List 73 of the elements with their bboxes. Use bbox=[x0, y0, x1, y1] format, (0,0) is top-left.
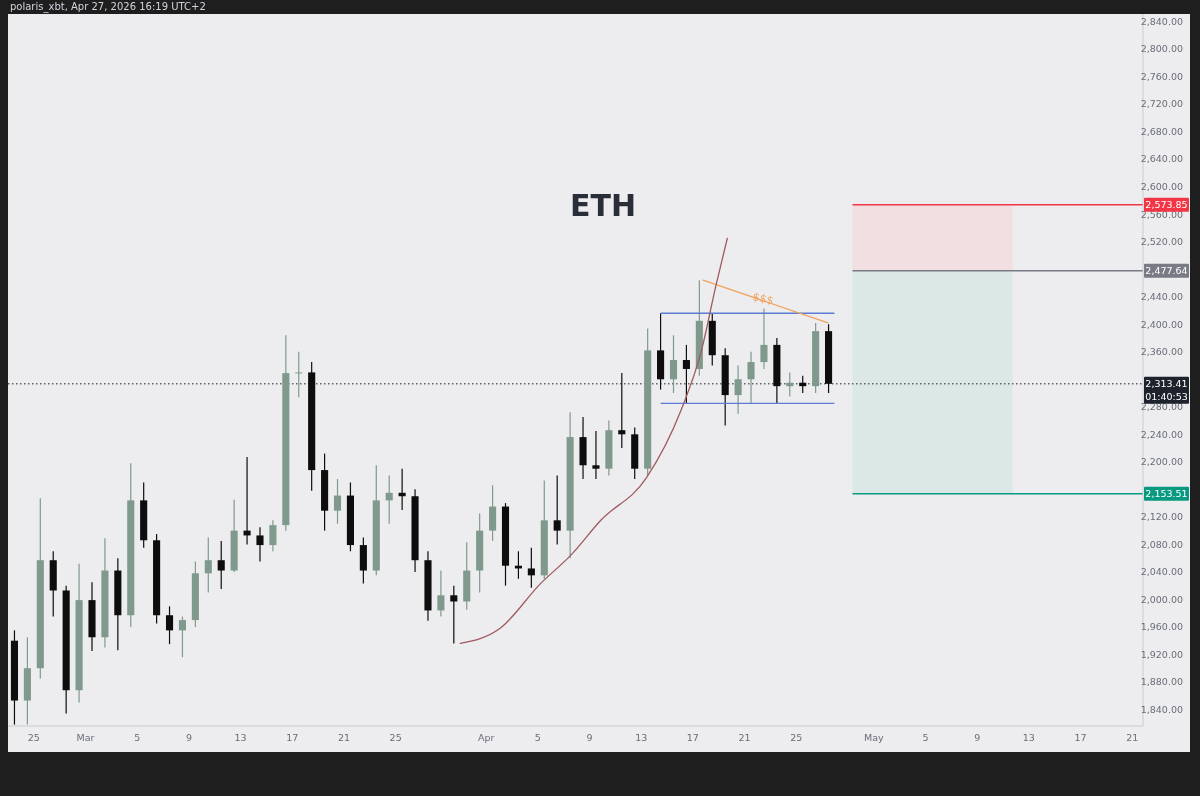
ref-line-label: 2,153.51 bbox=[1145, 488, 1188, 500]
x-tick-label: 25 bbox=[790, 732, 803, 743]
y-tick-label: 2,360.00 bbox=[1140, 346, 1183, 358]
y-tick-label: 2,000.00 bbox=[1140, 593, 1183, 605]
x-tick-label: 25 bbox=[27, 732, 40, 743]
y-tick-label: 2,200.00 bbox=[1140, 456, 1183, 468]
candlestick bbox=[204, 536, 212, 594]
candlestick bbox=[217, 540, 225, 590]
candlestick bbox=[450, 585, 458, 645]
x-tick-label: 13 bbox=[1022, 732, 1035, 743]
x-tick-label: 9 bbox=[586, 732, 593, 743]
candlestick bbox=[527, 547, 535, 589]
text: 01:40:53 bbox=[1145, 391, 1188, 403]
y-tick-label: 2,720.00 bbox=[1140, 98, 1183, 110]
x-tick-label: Mar bbox=[76, 732, 95, 743]
candlestick bbox=[734, 364, 742, 415]
candlestick bbox=[437, 569, 445, 618]
text: polaris_xbt, Apr 27, 2026 16:19 UTC+2 bbox=[10, 1, 206, 13]
candlestick bbox=[269, 519, 277, 552]
candlestick bbox=[295, 351, 303, 398]
y-tick-label: 2,840.00 bbox=[1140, 15, 1183, 27]
candlestick bbox=[553, 475, 561, 545]
y-tick-label: 1,880.00 bbox=[1140, 676, 1183, 688]
candlestick bbox=[618, 372, 626, 449]
x-tick-label: 21 bbox=[738, 732, 751, 743]
candlestick bbox=[669, 334, 678, 394]
y-tick-label: 2,800.00 bbox=[1140, 43, 1183, 55]
y-tick-label: 2,240.00 bbox=[1140, 428, 1183, 440]
y-tick-label: 2,600.00 bbox=[1140, 180, 1183, 192]
x-tick-label: 9 bbox=[974, 732, 981, 743]
candlestick bbox=[385, 475, 393, 525]
candlestick bbox=[165, 605, 174, 645]
x-tick-label: 13 bbox=[234, 732, 247, 743]
ref-line-label: 2,313.41 bbox=[1145, 378, 1188, 390]
candlestick bbox=[760, 307, 768, 370]
y-tick-label: 2,640.00 bbox=[1140, 153, 1183, 165]
line-series bbox=[459, 237, 728, 645]
ref-line-label: 2,477.64 bbox=[1145, 265, 1188, 277]
candlestick bbox=[682, 344, 690, 404]
y-tick-label: 2,400.00 bbox=[1140, 318, 1183, 330]
x-tick-label: 5 bbox=[134, 732, 141, 743]
y-tick-label: 2,560.00 bbox=[1140, 208, 1183, 220]
candlestick bbox=[178, 616, 186, 658]
y-tick-label: 2,680.00 bbox=[1140, 125, 1183, 137]
x-tick-label: 17 bbox=[286, 732, 299, 743]
y-tick-label: 1,840.00 bbox=[1140, 703, 1183, 715]
y-tick-label: 2,520.00 bbox=[1140, 236, 1183, 248]
candlestick bbox=[333, 478, 342, 525]
ref-line-label: 2,573.85 bbox=[1145, 198, 1188, 210]
y-tick-label: 2,040.00 bbox=[1140, 566, 1183, 578]
y-tick-label: 2,080.00 bbox=[1140, 538, 1183, 550]
y-tick-label: 2,760.00 bbox=[1140, 70, 1183, 82]
candlestick bbox=[747, 351, 755, 404]
x-tick-label: 13 bbox=[635, 732, 648, 743]
annotation: $$$ bbox=[751, 290, 775, 308]
x-tick-label: May bbox=[863, 732, 884, 743]
candlestick bbox=[592, 430, 600, 480]
x-tick-label: 17 bbox=[1074, 732, 1087, 743]
y-tick-label: 1,920.00 bbox=[1140, 648, 1183, 660]
x-tick-label: 21 bbox=[1126, 732, 1139, 743]
x-tick-label: 9 bbox=[185, 732, 192, 743]
x-tick-label: Apr bbox=[477, 732, 495, 743]
y-tick-label: 1,960.00 bbox=[1140, 621, 1183, 633]
x-tick-label: 25 bbox=[389, 732, 402, 743]
x-tick-label: 17 bbox=[686, 732, 699, 743]
x-tick-label: 5 bbox=[922, 732, 929, 743]
x-tick-label: 5 bbox=[534, 732, 541, 743]
y-tick-label: 2,280.00 bbox=[1140, 401, 1183, 413]
text: ETH bbox=[569, 188, 637, 223]
candlestick bbox=[256, 526, 264, 563]
x-tick-label: 21 bbox=[337, 732, 351, 743]
y-tick-label: 2,440.00 bbox=[1140, 291, 1183, 303]
y-tick-label: 2,120.00 bbox=[1140, 511, 1183, 523]
